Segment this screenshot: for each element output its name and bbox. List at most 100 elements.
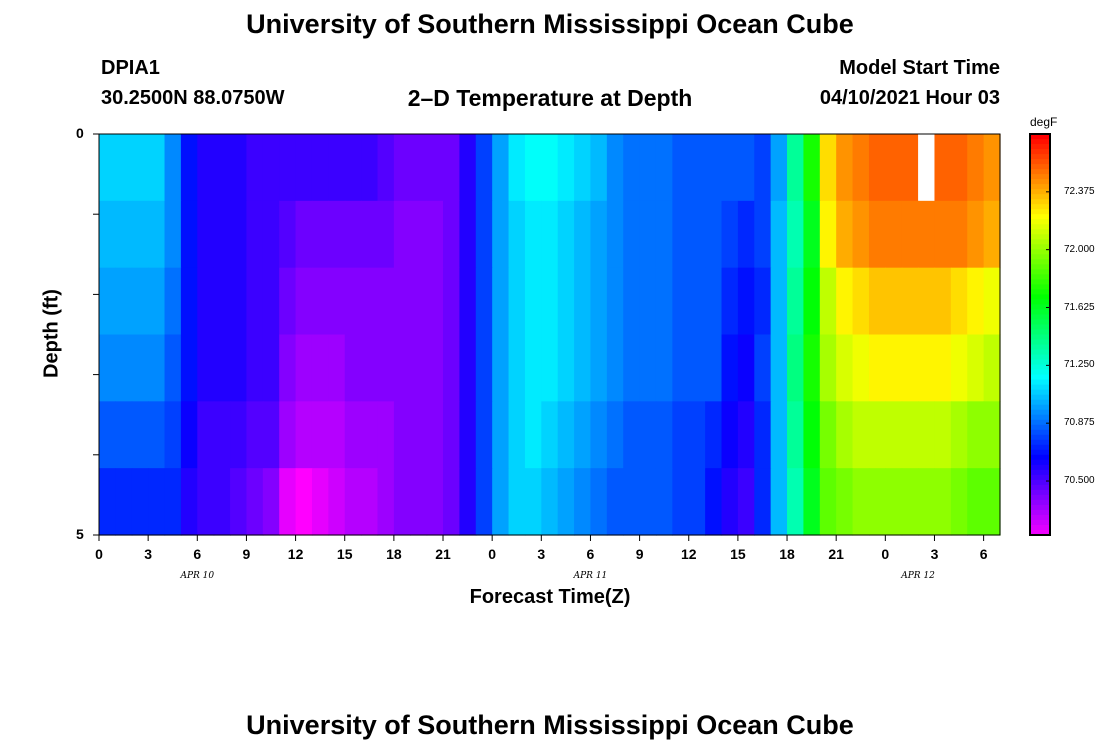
heatmap-cell [361,267,379,336]
heatmap-cell [279,468,297,536]
x-tick-label: 6 [586,546,595,562]
heatmap-cell [393,401,411,469]
heatmap-cell [328,134,346,202]
heatmap-cell [950,468,968,536]
heatmap-cell [737,468,755,536]
heatmap-cell [262,468,280,536]
heatmap-cell [213,401,231,469]
heatmap-cell [492,468,510,536]
colorbar-segment [1030,439,1050,446]
x-tick-label: 0 [881,546,890,562]
heatmap-cell [770,267,788,336]
colorbar-segment [1030,364,1050,371]
heatmap-cell [328,401,346,469]
heatmap-cell [655,468,673,536]
x-tick-label: 0 [95,546,103,562]
heatmap-cell [672,267,690,336]
heatmap-cell [868,134,886,202]
heatmap-cell [115,267,133,336]
heatmap-cell [672,200,690,269]
heatmap-cell [819,468,837,536]
heatmap-cell [721,267,739,336]
heatmap-cell [180,200,198,269]
heatmap-cell [279,267,297,336]
heatmap-cell [967,134,985,202]
heatmap-cell [983,468,1001,536]
colorbar-segment [1030,379,1050,386]
heatmap-cell [131,200,149,269]
colorbar-segment [1030,474,1050,481]
heatmap-cell [770,334,788,402]
colorbar-segment [1030,359,1050,366]
date-label: APR 10 [180,571,215,581]
heatmap-cell [148,267,166,336]
heatmap-cell [443,334,460,402]
heatmap-cell [246,334,264,402]
heatmap-cell [344,468,362,536]
heatmap-cell [737,334,755,402]
colorbar-segment [1030,234,1050,240]
heatmap-cell [262,401,280,469]
heatmap-cell [443,134,460,202]
colorbar-segment [1030,144,1050,150]
heatmap-cell [918,200,936,269]
heatmap-cell [655,134,673,202]
heatmap-cell [475,468,493,536]
heatmap-cell [983,267,1001,336]
heatmap-cell [754,468,772,536]
heatmap-cell [885,267,903,336]
colorbar-segment [1030,299,1050,306]
colorbar-segment [1030,134,1050,140]
heatmap-cell [836,334,854,402]
heatmap-cell [344,134,362,202]
heatmap-cell [148,401,166,469]
heatmap-cell [524,200,542,269]
heatmap-cell [443,401,460,469]
colorbar-segment [1030,244,1050,250]
colorbar-segment [1030,449,1050,456]
heatmap-cell [377,200,395,269]
heatmap-cell [852,134,870,202]
heatmap-cell [868,200,886,269]
colorbar-segment [1030,324,1050,331]
heatmap-cell [99,334,116,402]
heatmap-cell [672,468,690,536]
heatmap-cell [295,134,313,202]
heatmap-cell [459,401,477,469]
heatmap-cell [459,200,477,269]
colorbar-segment [1030,264,1050,270]
colorbar-segment [1030,454,1050,461]
heatmap-cell [393,134,411,202]
heatmap-cell [361,401,379,469]
heatmap-cell [328,334,346,402]
heatmap-cell [688,134,706,202]
colorbar-segment [1030,204,1050,210]
heatmap-cell [180,267,198,336]
heatmap-cell [688,334,706,402]
heatmap-cell [983,334,1001,402]
heatmap-cell [705,267,723,336]
heatmap-cell [688,200,706,269]
colorbar-segment [1030,154,1050,160]
heatmap-cell [655,401,673,469]
heatmap-cell [164,401,182,469]
x-tick-label: 0 [488,546,497,562]
colorbar-segment [1030,254,1050,260]
colorbar-segment [1030,319,1050,326]
heatmap-cell [213,334,231,402]
colorbar-segment [1030,464,1050,471]
heatmap-cell [393,334,411,402]
heatmap-cell [950,334,968,402]
heatmap-cell [164,200,182,269]
heatmap-cell [131,334,149,402]
heatmap-cell [918,401,936,469]
heatmap-cell [492,267,510,336]
heatmap-cell [164,267,182,336]
colorbar [1029,133,1051,536]
heatmap-cell [475,200,493,269]
colorbar-segment [1030,519,1050,526]
heatmap-cell [180,468,198,536]
heatmap-cell [574,401,592,469]
x-tick-label: 15 [730,546,746,562]
colorbar-segment [1030,219,1050,225]
